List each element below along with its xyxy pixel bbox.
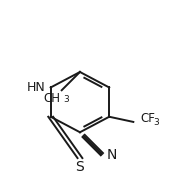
Text: HN: HN xyxy=(27,81,45,94)
Text: N: N xyxy=(106,148,116,162)
Text: CH: CH xyxy=(43,92,60,105)
Text: S: S xyxy=(76,160,84,174)
Text: 3: 3 xyxy=(63,95,69,104)
Text: 3: 3 xyxy=(154,118,159,127)
Text: CF: CF xyxy=(140,112,155,125)
